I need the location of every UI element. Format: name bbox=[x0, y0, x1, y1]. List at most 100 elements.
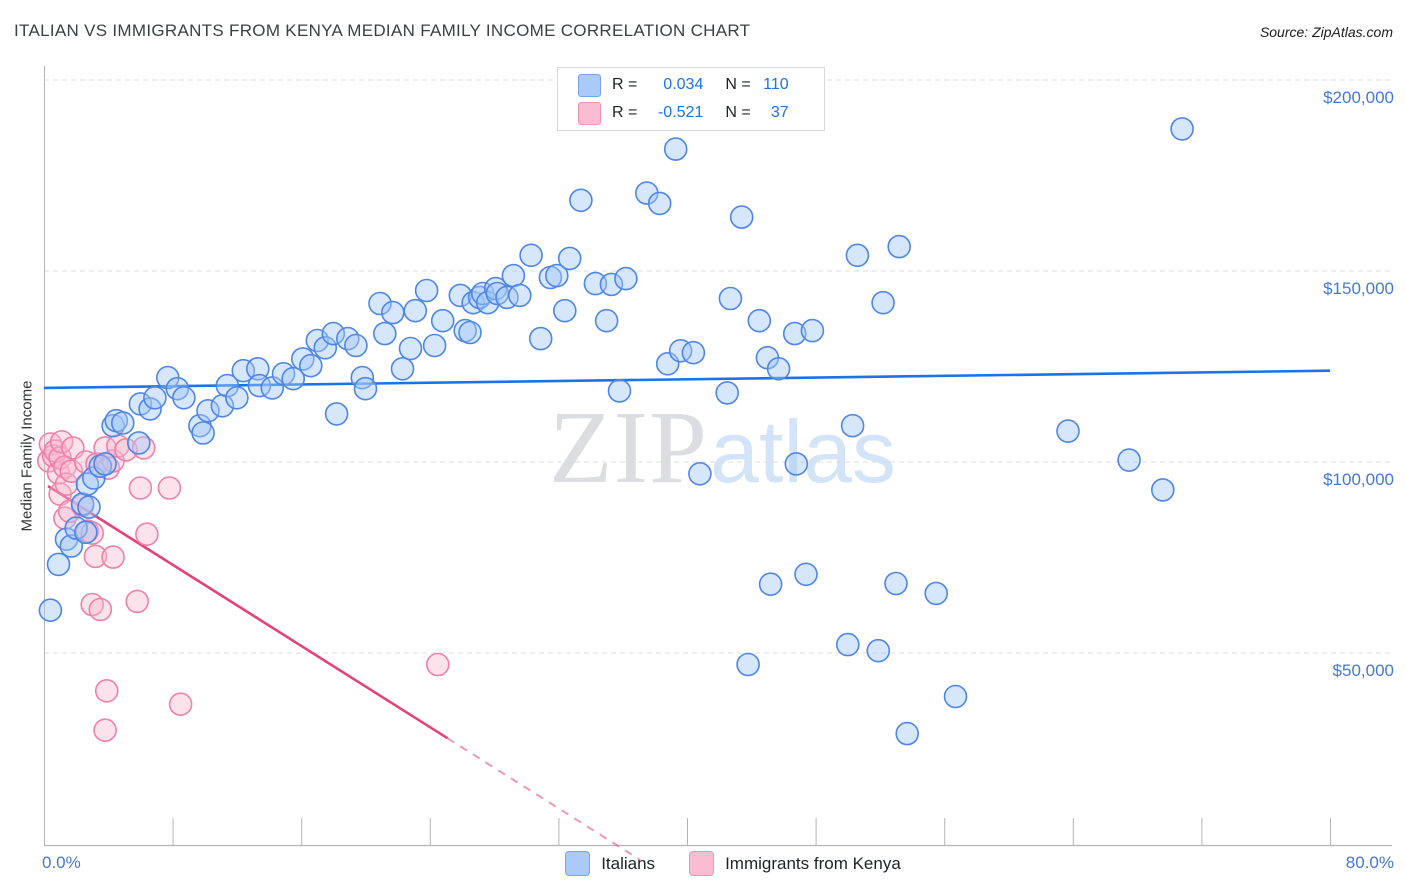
trend-line-kenya-extrapolated bbox=[446, 737, 641, 861]
scatter-point-italians bbox=[475, 290, 500, 315]
scatter-point-italians bbox=[215, 373, 240, 398]
y-tick-label-200000: $200,000 bbox=[1323, 88, 1394, 107]
scatter-point-italians bbox=[794, 562, 818, 587]
scatter-point-italians bbox=[430, 308, 455, 333]
scatter-point-italians bbox=[1151, 478, 1175, 502]
scatter-point-italians bbox=[884, 571, 908, 596]
scatter-point-kenya bbox=[168, 692, 193, 717]
scatter-point-italians bbox=[569, 188, 593, 213]
page-title: ITALIAN VS IMMIGRANTS FROM KENYA MEDIAN … bbox=[14, 21, 751, 40]
trend-line-italians bbox=[43, 369, 1331, 390]
scatter-point-italians bbox=[895, 721, 920, 746]
scatter-point-kenya bbox=[83, 544, 108, 569]
scatter-point-italians bbox=[1117, 448, 1141, 472]
correlation-stats-box: R = 0.034 N = 110 R = -0.521 N = 37 bbox=[557, 67, 825, 131]
scatter-point-italians bbox=[245, 356, 270, 381]
scatter-point-italians bbox=[353, 376, 378, 401]
scatter-point-italians bbox=[321, 321, 346, 346]
scatter-point-italians bbox=[715, 381, 740, 405]
scatter-point-italians bbox=[403, 298, 428, 323]
scatter-point-italians bbox=[784, 452, 809, 476]
scatter-point-italians bbox=[519, 243, 543, 268]
source-label: Source: bbox=[1259, 24, 1309, 40]
scatter-point-italians bbox=[943, 684, 968, 709]
italians-swatch-icon bbox=[578, 73, 601, 97]
scatter-point-kenya bbox=[88, 597, 113, 622]
scatter-point-italians bbox=[313, 335, 338, 360]
scatter-point-italians bbox=[866, 638, 891, 663]
scatter-point-italians bbox=[398, 336, 423, 361]
scatter-point-italians bbox=[688, 461, 712, 486]
scatter-point-italians bbox=[368, 291, 392, 316]
n-label: N = bbox=[725, 104, 751, 121]
kenya-swatch-icon bbox=[578, 101, 601, 125]
scatter-point-italians bbox=[594, 308, 619, 333]
scatter-point-italians bbox=[501, 263, 526, 288]
scatter-point-italians bbox=[46, 552, 71, 577]
legend-label-kenya: Immigrants from Kenya bbox=[725, 853, 901, 873]
scatter-point-italians bbox=[74, 520, 98, 545]
scatter-point-italians bbox=[143, 385, 167, 410]
n-value-kenya: 37 bbox=[770, 104, 789, 121]
r-value-italians: 0.034 bbox=[663, 76, 704, 93]
scatter-point-italians bbox=[614, 266, 638, 291]
scatter-point-kenya bbox=[93, 718, 117, 743]
scatter-point-kenya bbox=[101, 545, 125, 569]
scatter-point-italians bbox=[344, 333, 368, 358]
scatter-point-italians bbox=[93, 452, 117, 476]
scatter-point-italians bbox=[871, 290, 895, 315]
scatter-point-kenya bbox=[135, 522, 159, 547]
y-tick-label-50000: $50,000 bbox=[1333, 661, 1394, 680]
scatter-point-italians bbox=[298, 353, 323, 378]
legend-label-italians: Italians bbox=[601, 853, 656, 873]
source-credit: Source: ZipAtlas.com bbox=[1260, 24, 1393, 40]
scatter-point-italians bbox=[38, 598, 63, 623]
scatter-point-italians bbox=[557, 246, 582, 271]
scatter-point-italians bbox=[729, 205, 754, 229]
scatter-point-italians bbox=[59, 534, 84, 558]
scatter-point-kenya bbox=[128, 476, 153, 500]
scatter-point-italians bbox=[70, 492, 95, 516]
scatter-point-italians bbox=[736, 652, 760, 677]
scatter-point-italians bbox=[887, 234, 912, 259]
r-label: R = bbox=[612, 76, 638, 93]
scatter-point-italians bbox=[782, 321, 807, 346]
scatter-point-kenya bbox=[59, 459, 84, 484]
scatter-point-italians bbox=[390, 356, 415, 381]
scatter-point-kenya bbox=[125, 589, 149, 614]
legend-item-kenya: Immigrants from Kenya bbox=[689, 851, 901, 876]
scatter-point-italians bbox=[225, 385, 249, 410]
x-axis-min-label: 0.0% bbox=[42, 853, 81, 872]
scatter-point-italians bbox=[281, 366, 306, 391]
scatter-point-italians bbox=[77, 495, 101, 519]
scatter-point-kenya bbox=[114, 437, 138, 462]
scatter-point-italians bbox=[663, 137, 688, 161]
scatter-point-italians bbox=[766, 356, 791, 381]
x-axis-max-label: 80.0% bbox=[1345, 853, 1394, 872]
stats-row-italians: R = 0.034 N = 110 bbox=[558, 73, 824, 97]
scatter-point-italians bbox=[758, 572, 783, 597]
scatter-point-italians bbox=[718, 286, 743, 311]
legend-item-italians: Italians bbox=[565, 851, 655, 876]
n-value-italians: 110 bbox=[763, 76, 789, 93]
scatter-point-italians bbox=[747, 308, 772, 333]
scatter-point-italians bbox=[372, 321, 397, 346]
r-label: R = bbox=[612, 104, 638, 121]
scatter-point-kenya bbox=[94, 678, 119, 703]
kenya-legend-swatch-icon bbox=[689, 851, 715, 876]
scatter-point-italians bbox=[607, 379, 632, 403]
italians-legend-swatch-icon bbox=[565, 851, 591, 876]
scatter-point-italians bbox=[422, 333, 447, 358]
scatter-point-kenya bbox=[425, 652, 450, 677]
source-value: ZipAtlas.com bbox=[1312, 24, 1393, 40]
scatter-point-italians bbox=[172, 385, 196, 410]
scatter-point-kenya bbox=[54, 472, 79, 497]
y-tick-label-100000: $100,000 bbox=[1323, 470, 1394, 489]
stats-row-kenya: R = -0.521 N = 37 bbox=[558, 101, 824, 125]
scatter-point-italians bbox=[528, 326, 553, 351]
scatter-point-italians bbox=[414, 278, 439, 303]
scatter-point-italians bbox=[800, 318, 825, 343]
